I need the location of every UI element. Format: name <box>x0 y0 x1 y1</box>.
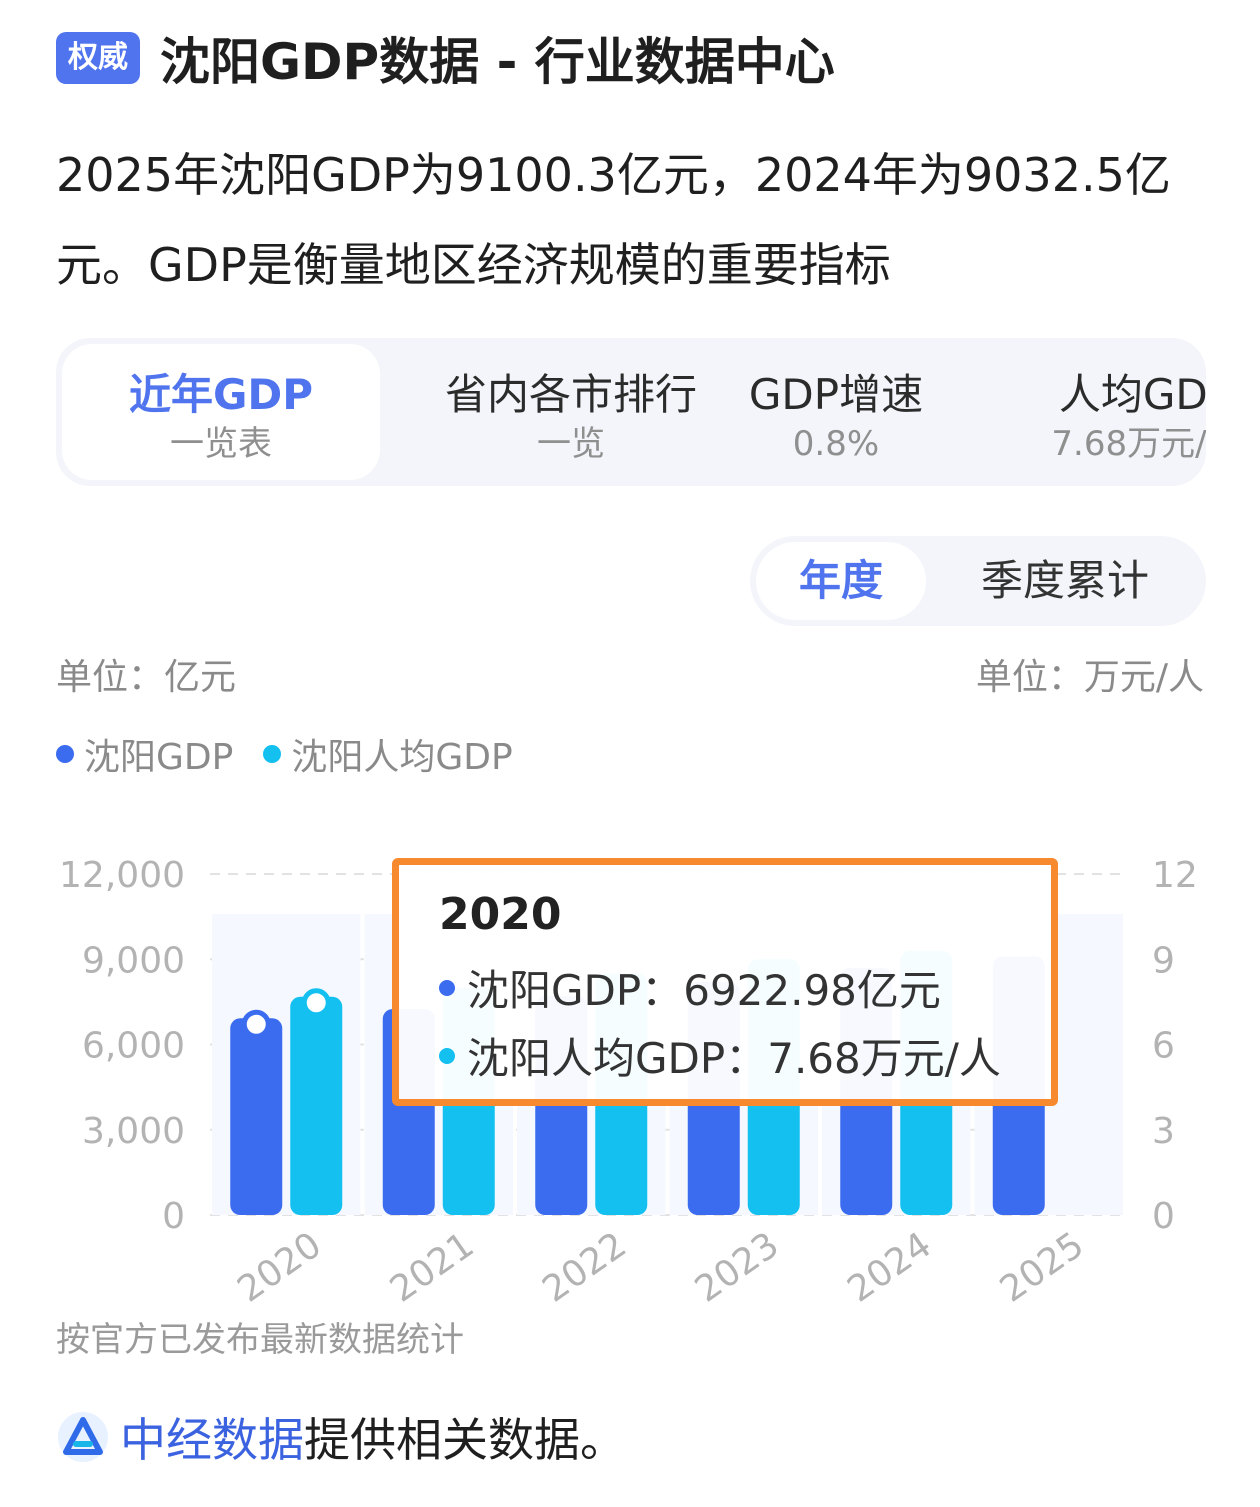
tooltip-dot <box>439 979 455 996</box>
tab-sublabel: 一览 <box>537 424 605 464</box>
tooltip-pc-value: 7.68万元/人 <box>767 1034 1001 1083</box>
x-tick-label: 2024 <box>840 1225 939 1310</box>
page-title[interactable]: 沈阳GDP数据 - 行业数据中心 <box>160 33 835 91</box>
right-axis-unit: 单位：万元/人 <box>975 657 1204 698</box>
y-left-tick-label: 12,000 <box>59 855 185 896</box>
legend-label: 沈阳GDP <box>84 737 234 778</box>
legend-item-gdp[interactable]: 沈阳GDP <box>56 728 233 780</box>
bar-marker <box>241 1009 271 1039</box>
tab-label: 省内各市排行 <box>444 370 697 419</box>
y-right-tick-label: 9 <box>1152 940 1175 981</box>
x-tick-label: 2020 <box>230 1225 329 1310</box>
y-right-tick-label: 12 <box>1152 855 1198 896</box>
y-left-tick-label: 9,000 <box>82 940 185 981</box>
bar-gdp <box>230 1018 283 1215</box>
y-right-tick-label: 0 <box>1152 1196 1175 1237</box>
summary-text: 2025年沈阳GDP为9100.3亿元，2024年为9032.5亿元。GDP是衡… <box>56 148 1171 292</box>
chart-tooltip: 2020 沈阳GDP： 6922.98亿元 沈阳人均GDP： 7.68万元/人 <box>392 858 1058 1106</box>
period-annual[interactable]: 年度 <box>756 542 926 620</box>
authority-badge: 权威 <box>56 32 140 84</box>
tab-label: 人均GDP <box>1058 370 1206 419</box>
source-logo-icon <box>58 1412 108 1462</box>
period-quarterly-cumulative[interactable]: 季度累计 <box>980 556 1149 605</box>
y-left-tick-label: 6,000 <box>82 1026 185 1067</box>
source-suffix: 提供相关数据。 <box>304 1413 626 1467</box>
x-tick-label: 2023 <box>688 1225 787 1310</box>
data-tabs: 近年GDP 一览表 省内各市排行 一览 GDP增速 0.8% 人均GDP 7.6… <box>56 338 1206 486</box>
bar-marker <box>301 988 331 1018</box>
legend-item-per-capita[interactable]: 沈阳人均GDP <box>263 728 513 780</box>
tab-recent-gdp[interactable]: 近年GDP 一览表 <box>62 344 380 480</box>
tab-label: 近年GDP <box>128 370 314 419</box>
y-left-tick-label: 3,000 <box>82 1111 185 1152</box>
tooltip-year: 2020 <box>439 889 562 940</box>
legend-dot <box>263 745 282 763</box>
left-axis-unit: 单位：亿元 <box>56 657 237 698</box>
period-toggle: 年度 季度累计 <box>750 536 1206 626</box>
tooltip-gdp-value: 6922.98亿元 <box>683 966 941 1015</box>
data-source[interactable]: 中经数据 提供相关数据。 <box>56 1404 626 1470</box>
y-right-tick-label: 6 <box>1152 1026 1175 1067</box>
tab-sublabel: 7.68万元/人 <box>1051 424 1206 464</box>
bar-per-capita <box>290 996 343 1215</box>
tab-province-ranking[interactable]: 省内各市排行 一览 <box>411 338 731 486</box>
x-tick-label: 2022 <box>535 1225 634 1310</box>
tooltip-row-per-capita: 沈阳人均GDP： 7.68万元/人 <box>439 1025 1001 1086</box>
chart-legend: 沈阳GDP 沈阳人均GDP <box>56 728 543 780</box>
tab-per-capita-gdp[interactable]: 人均GDP 7.68万元/人 <box>1016 338 1206 486</box>
x-tick-label: 2021 <box>383 1225 482 1310</box>
tooltip-row-gdp: 沈阳GDP： 6922.98亿元 <box>439 957 941 1018</box>
x-tick-label: 2025 <box>993 1225 1092 1310</box>
legend-label: 沈阳人均GDP <box>291 737 513 778</box>
tab-gdp-growth[interactable]: GDP增速 0.8% <box>736 338 936 486</box>
source-name[interactable]: 中经数据 <box>120 1413 304 1467</box>
y-left-tick-label: 0 <box>162 1196 185 1237</box>
tab-label: GDP增速 <box>748 370 924 419</box>
tooltip-gdp-label: 沈阳GDP： <box>467 966 684 1015</box>
page-header: 权威 沈阳GDP数据 - 行业数据中心 <box>56 24 835 92</box>
footnote: 按官方已发布最新数据统计 <box>56 1320 464 1360</box>
tab-sublabel: 一览表 <box>170 424 272 464</box>
y-right-tick-label: 3 <box>1152 1111 1175 1152</box>
tab-sublabel: 0.8% <box>792 424 880 464</box>
tooltip-pc-label: 沈阳人均GDP： <box>467 1034 768 1083</box>
legend-dot <box>56 745 74 763</box>
tooltip-dot <box>439 1047 455 1064</box>
